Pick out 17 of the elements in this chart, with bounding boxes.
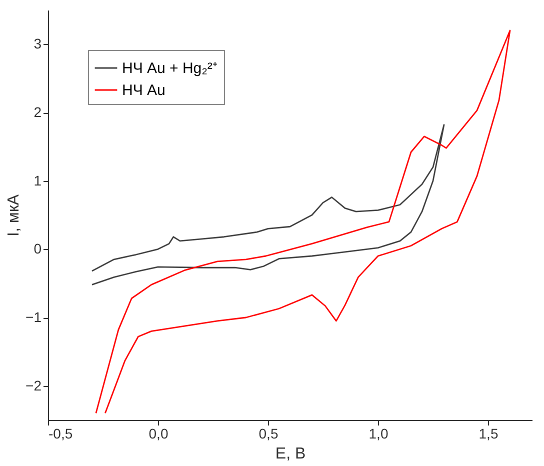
legend-label: НЧ Au + Hg₂²⁺ — [122, 60, 218, 77]
legend-label: НЧ Au — [122, 82, 166, 99]
x-tick-label: 1,0 — [368, 426, 388, 442]
y-tick-label: 1 — [34, 172, 42, 188]
x-axis-title: E, В — [275, 446, 306, 462]
line-series — [91, 124, 445, 286]
y-tick-label: −2 — [26, 377, 42, 394]
x-tick-label: 0,5 — [258, 426, 278, 442]
x-tick-label: 0,0 — [148, 426, 168, 442]
x-tick-label: 1,5 — [478, 426, 498, 442]
y-axis-title: I, мкА — [6, 194, 23, 237]
y-tick-label: 2 — [34, 104, 42, 120]
y-tick-label: 0 — [34, 240, 42, 257]
y-tick-label: 3 — [34, 36, 42, 52]
line-series — [95, 30, 511, 414]
x-tick-label: -0,5 — [48, 426, 73, 442]
y-tick-label: −1 — [26, 309, 42, 325]
